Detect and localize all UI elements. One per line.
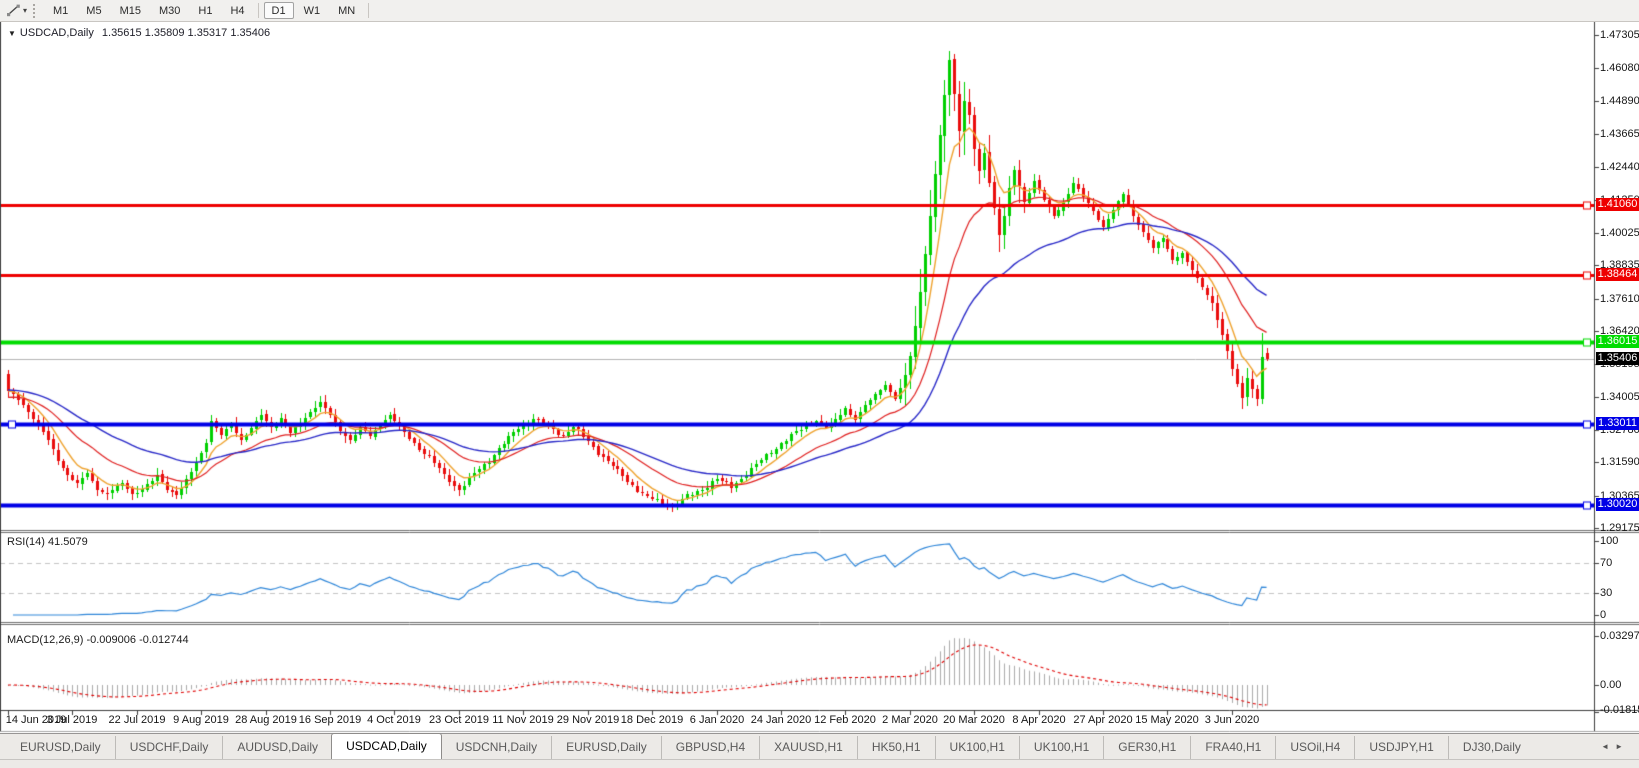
chart-header: ▼ USDCAD,Daily 1.35615 1.35809 1.35317 1.3… <box>8 27 270 39</box>
chart-menu-caret-icon[interactable]: ▼ <box>8 29 16 38</box>
date-axis-label: 18 Dec 2019 <box>620 714 684 726</box>
tab-scroll-right-icon[interactable]: ► <box>1615 742 1629 751</box>
rsi-scale-label: 100 <box>1600 535 1619 547</box>
tab-scroll-left-icon[interactable]: ◄ <box>1601 742 1616 751</box>
date-axis-label: 2 Mar 2020 <box>882 714 938 726</box>
date-axis-label: 3 Jul 2019 <box>46 714 98 726</box>
date-axis-label: 24 Jan 2020 <box>750 714 812 726</box>
macd-scale-label: -0.018154 <box>1600 704 1639 716</box>
price-axis-tick: 1.40025 <box>1600 227 1639 239</box>
date-axis-label: 12 Feb 2020 <box>814 714 876 726</box>
chart-ohlc-readout: 1.35615 1.35809 1.35317 1.35406 <box>101 27 271 39</box>
date-axis-label: 22 Jul 2019 <box>108 714 166 726</box>
chart-tab-HK50-H1[interactable]: HK50,H1 <box>856 736 935 760</box>
chart-tab-USDCNH-Daily[interactable]: USDCNH,Daily <box>455 740 538 754</box>
hline-price-badge: 1.38464 <box>1596 268 1639 281</box>
chart-tab-XAUUSD-H1[interactable]: XAUUSD,H1 <box>759 736 857 760</box>
date-axis-label: 14 Jun 2019 <box>5 714 67 726</box>
chart-tab-EURUSD-Daily[interactable]: EURUSD,Daily <box>20 740 101 754</box>
chart-tab-GBPUSD-H4[interactable]: GBPUSD,H4 <box>660 736 759 760</box>
timeframe-button-W1[interactable]: W1 <box>296 2 329 19</box>
macd-scale-label: 0.032972 <box>1600 630 1639 642</box>
timeframe-button-H1[interactable]: H1 <box>190 2 220 19</box>
hline-price-badge: 1.30020 <box>1596 498 1639 511</box>
toolbar-separator <box>257 3 259 18</box>
timeframe-button-MN[interactable]: MN <box>330 2 363 19</box>
toolbar-grip-handle[interactable] <box>33 3 38 18</box>
macd-indicator-label: MACD(12,26,9) -0.009006 -0.012744 <box>7 634 189 646</box>
rsi-scale-label: 70 <box>1600 557 1613 569</box>
price-axis-tick: 1.37610 <box>1600 293 1639 305</box>
price-axis-tick: 1.29175 <box>1600 522 1639 534</box>
date-axis-label: 8 Apr 2020 <box>1012 714 1066 726</box>
chart-tab-DJ30-Daily[interactable]: DJ30,Daily <box>1447 736 1535 760</box>
toolbar-separator <box>368 3 370 18</box>
price-axis-tick: 1.36420 <box>1600 325 1639 337</box>
rsi-scale-label: 0 <box>1600 609 1607 621</box>
price-axis-tick: 1.43665 <box>1600 128 1639 140</box>
price-axis-tick: 1.44890 <box>1600 95 1639 107</box>
date-axis-label: 16 Sep 2019 <box>298 714 362 726</box>
price-axis-tick: 1.47305 <box>1600 29 1639 41</box>
price-axis-tick: 1.31590 <box>1600 456 1639 468</box>
hline-price-badge: 1.41060 <box>1596 198 1639 211</box>
chart-tab-FRA40-H1[interactable]: FRA40,H1 <box>1190 736 1275 760</box>
timeframe-button-M5[interactable]: M5 <box>78 2 109 19</box>
chart-tab-UK100-H1[interactable]: UK100,H1 <box>934 736 1019 760</box>
date-axis-label: 15 May 2020 <box>1135 714 1199 726</box>
line-studies-icon[interactable] <box>4 3 22 19</box>
date-axis-label: 29 Nov 2019 <box>556 714 620 726</box>
rsi-indicator-label: RSI(14) 41.5079 <box>7 536 88 548</box>
chart-tab-USDCHF-Daily[interactable]: USDCHF,Daily <box>114 736 223 760</box>
chart-symbol-label: USDCAD,Daily <box>19 27 94 39</box>
price-axis-tick: 1.42440 <box>1600 161 1639 173</box>
price-axis-tick: 1.46080 <box>1600 62 1639 74</box>
date-axis-label: 28 Aug 2019 <box>235 714 297 726</box>
date-axis-label: 4 Oct 2019 <box>367 714 421 726</box>
macd-scale-label: 0.00 <box>1600 679 1622 691</box>
timeframe-button-D1[interactable]: D1 <box>263 2 294 19</box>
date-axis-label: 3 Jun 2020 <box>1204 714 1260 726</box>
date-axis-label: 20 Mar 2020 <box>943 714 1005 726</box>
date-axis-label: 9 Aug 2019 <box>173 714 229 726</box>
chart-tab-USOil-H4[interactable]: USOil,H4 <box>1275 736 1354 760</box>
hline-price-badge: 1.33011 <box>1596 417 1639 430</box>
price-axis-tick: 1.34005 <box>1600 391 1639 403</box>
tab-scroll-nav: ◄► <box>1601 742 1629 751</box>
chart-tab-EURUSD-Daily[interactable]: EURUSD,Daily <box>551 736 661 760</box>
timeframe-button-M15[interactable]: M15 <box>112 2 149 19</box>
dropdown-caret-icon[interactable]: ▾ <box>23 6 28 15</box>
date-axis-label: 11 Nov 2019 <box>492 714 554 726</box>
timeframe-button-M30[interactable]: M30 <box>151 2 188 19</box>
hline-price-badge: 1.36015 <box>1596 335 1639 348</box>
chart-tabs: EURUSD,Daily USDCHF,Daily AUDUSD,Daily USDC… <box>6 733 1535 760</box>
date-axis-label: 23 Oct 2019 <box>429 714 489 726</box>
chart-tab-GER30-H1[interactable]: GER30,H1 <box>1103 736 1190 760</box>
chart-tab-USDJPY-H1[interactable]: USDJPY,H1 <box>1354 736 1447 760</box>
chart-tab-USDCAD-Daily[interactable]: USDCAD,Daily <box>331 733 442 760</box>
current-price-badge: 1.35406 <box>1596 352 1639 365</box>
timeframe-button-M1[interactable]: M1 <box>45 2 76 19</box>
chart-tab-bar: EURUSD,Daily USDCHF,Daily AUDUSD,Daily USDC… <box>0 733 1639 760</box>
timeframe-button-H4[interactable]: H4 <box>222 2 252 19</box>
date-axis-label: 27 Apr 2020 <box>1073 714 1133 726</box>
chart-tab-AUDUSD-Daily[interactable]: AUDUSD,Daily <box>222 736 332 760</box>
chart-tab-UK100-H1[interactable]: UK100,H1 <box>1018 736 1103 760</box>
rsi-scale-label: 30 <box>1600 587 1613 599</box>
toolbar: ▾ M1 M5 M15 M30 H1 H4 D1 W1 MN <box>0 0 1639 22</box>
timeframe-button-group: M1 M5 M15 M30 H1 H4 D1 W1 MN <box>44 0 373 21</box>
status-bar <box>0 759 1639 768</box>
date-axis-label: 6 Jan 2020 <box>689 714 745 726</box>
